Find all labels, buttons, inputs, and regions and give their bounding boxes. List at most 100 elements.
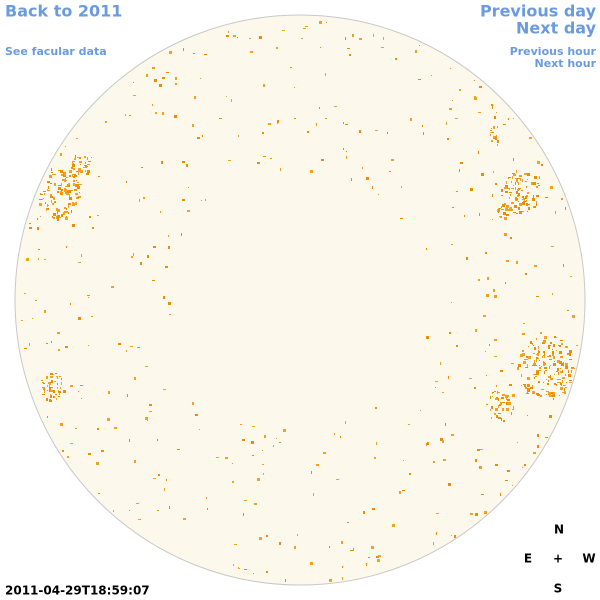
facula bbox=[88, 453, 91, 455]
facula bbox=[44, 259, 46, 260]
facula bbox=[163, 389, 166, 390]
facula bbox=[50, 373, 53, 375]
facula bbox=[91, 316, 93, 317]
facula bbox=[251, 441, 254, 444]
facular-link[interactable]: See facular data bbox=[5, 45, 107, 58]
facula bbox=[569, 382, 572, 383]
facula bbox=[44, 388, 45, 391]
facula bbox=[64, 175, 66, 176]
facula bbox=[49, 175, 52, 176]
facula bbox=[50, 394, 51, 396]
facula bbox=[497, 140, 499, 143]
facula bbox=[78, 196, 81, 198]
facula bbox=[522, 467, 523, 468]
facula bbox=[228, 31, 229, 33]
facula bbox=[504, 233, 507, 236]
facula bbox=[226, 96, 227, 97]
facula bbox=[74, 190, 77, 191]
facula bbox=[486, 404, 488, 405]
facula bbox=[72, 202, 74, 203]
facula bbox=[534, 377, 535, 379]
facula bbox=[403, 460, 404, 461]
facula bbox=[329, 546, 330, 548]
facula bbox=[207, 508, 208, 510]
facula bbox=[349, 54, 351, 56]
facula bbox=[500, 493, 501, 496]
facula bbox=[61, 382, 62, 385]
previous-day-link[interactable]: Previous day bbox=[480, 2, 597, 21]
facula bbox=[89, 216, 91, 218]
facula bbox=[513, 212, 516, 213]
facula bbox=[501, 206, 502, 208]
facula bbox=[493, 171, 494, 173]
facula bbox=[252, 455, 254, 456]
facula bbox=[446, 122, 447, 125]
facula bbox=[562, 380, 563, 383]
facula bbox=[552, 354, 554, 356]
facula bbox=[523, 323, 525, 324]
facula bbox=[409, 473, 411, 475]
facula bbox=[533, 195, 534, 198]
facula bbox=[513, 185, 514, 186]
facula bbox=[491, 140, 493, 141]
facula bbox=[493, 289, 495, 292]
facula bbox=[72, 163, 74, 164]
facula bbox=[48, 186, 49, 189]
facula bbox=[543, 361, 544, 362]
facula bbox=[503, 420, 505, 422]
facula bbox=[565, 207, 566, 210]
facula bbox=[24, 293, 26, 294]
facula bbox=[54, 381, 56, 382]
facula bbox=[526, 356, 528, 357]
facula bbox=[552, 395, 555, 397]
next-hour-link[interactable]: Next hour bbox=[535, 57, 597, 70]
facula bbox=[252, 426, 255, 427]
facula bbox=[55, 394, 57, 395]
facula bbox=[515, 182, 516, 185]
facula bbox=[84, 156, 86, 158]
facula bbox=[418, 79, 421, 80]
facula bbox=[280, 168, 281, 171]
facula bbox=[78, 317, 81, 320]
facula bbox=[194, 96, 196, 99]
next-day-link[interactable]: Next day bbox=[516, 19, 597, 38]
previous-hour-link[interactable]: Previous hour bbox=[510, 45, 597, 58]
facula bbox=[540, 332, 542, 334]
facula bbox=[502, 402, 505, 403]
facula bbox=[366, 177, 369, 180]
facula bbox=[26, 258, 29, 261]
facula bbox=[536, 201, 537, 203]
facula bbox=[506, 260, 509, 262]
facula bbox=[206, 497, 207, 499]
facula bbox=[87, 170, 90, 173]
facula bbox=[536, 186, 538, 188]
facula bbox=[49, 387, 51, 390]
facula bbox=[270, 158, 272, 159]
facula bbox=[205, 199, 206, 201]
facula bbox=[481, 173, 484, 176]
facula bbox=[486, 294, 489, 297]
facula bbox=[157, 510, 159, 511]
back-link[interactable]: Back to 2011 bbox=[5, 2, 122, 21]
facula bbox=[553, 344, 555, 347]
facula bbox=[496, 397, 498, 398]
facula bbox=[491, 128, 492, 129]
facula bbox=[440, 438, 443, 441]
facula bbox=[499, 216, 500, 217]
facula bbox=[140, 262, 142, 265]
facula bbox=[576, 345, 578, 346]
facula bbox=[186, 164, 188, 167]
facula bbox=[68, 203, 70, 205]
facula bbox=[501, 418, 502, 421]
facula bbox=[484, 511, 487, 514]
facula bbox=[73, 183, 75, 185]
facula bbox=[448, 376, 449, 379]
facula bbox=[565, 387, 567, 388]
facula bbox=[474, 387, 476, 389]
facula bbox=[522, 196, 524, 198]
facula bbox=[556, 350, 557, 351]
facula bbox=[532, 391, 535, 394]
facula bbox=[500, 370, 503, 372]
facula bbox=[527, 415, 528, 416]
facula bbox=[420, 410, 421, 411]
